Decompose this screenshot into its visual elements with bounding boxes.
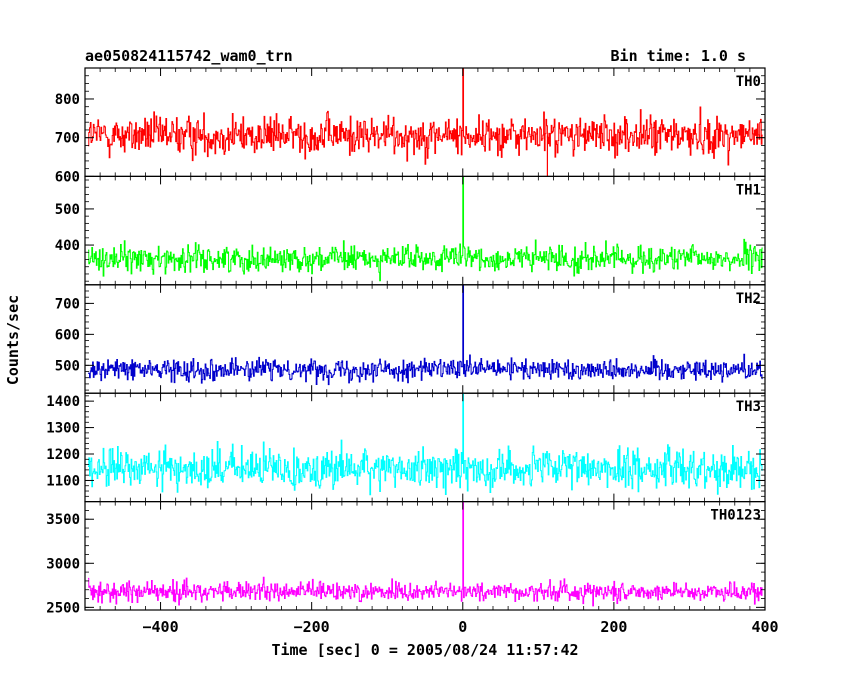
x-tick-label: 200 bbox=[600, 618, 627, 636]
panel-label: TH0 bbox=[736, 74, 761, 90]
x-tick-label: 0 bbox=[458, 618, 467, 636]
panel-label: TH2 bbox=[736, 291, 761, 307]
panel-label: TH1 bbox=[736, 182, 761, 198]
panel-th0123: 2500 3000 3500 TH0123 bbox=[46, 501, 766, 616]
series-th2 bbox=[88, 284, 763, 386]
y-tick-label: 1100 bbox=[46, 473, 80, 489]
y-tick-label: 600 bbox=[55, 169, 80, 185]
x-tick-label: −200 bbox=[294, 618, 330, 636]
series-th0 bbox=[88, 68, 763, 166]
y-tick-label: 1400 bbox=[46, 394, 80, 410]
panel-label: TH3 bbox=[736, 399, 761, 415]
panel-frame bbox=[84, 392, 766, 503]
series-th1 bbox=[88, 176, 763, 282]
panel-th0: 600 700 800 TH0 bbox=[55, 67, 766, 185]
y-axis-label: Counts/sec bbox=[4, 295, 22, 385]
panel-frame bbox=[84, 175, 766, 286]
y-tick-label: 3000 bbox=[46, 556, 80, 572]
x-tick-label: 400 bbox=[751, 618, 778, 636]
bin-time-label: Bin time: 1.0 s bbox=[611, 47, 746, 65]
panel-th1: 400 500 TH1 bbox=[55, 175, 766, 286]
series-th3 bbox=[88, 393, 763, 496]
panel-th2: 500 600 700 TH2 bbox=[55, 284, 766, 394]
y-tick-label: 1300 bbox=[46, 421, 80, 437]
x-tick-label: −400 bbox=[142, 618, 178, 636]
y-tick-label: 2500 bbox=[46, 600, 80, 616]
y-tick-label: 600 bbox=[55, 327, 80, 343]
panel-label: TH0123 bbox=[710, 508, 761, 524]
y-tick-label: 3500 bbox=[46, 512, 80, 528]
panel-frame bbox=[84, 501, 766, 611]
series-th0123 bbox=[88, 501, 763, 607]
x-axis-label: Time [sec] 0 = 2005/08/24 11:57:42 bbox=[271, 641, 578, 659]
y-tick-label: 800 bbox=[55, 92, 80, 108]
y-tick-label: 500 bbox=[55, 202, 80, 218]
y-tick-label: 400 bbox=[55, 238, 80, 254]
y-tick-label: 500 bbox=[55, 358, 80, 374]
panel-th3: 1100 1200 1300 1400 TH3 bbox=[46, 392, 766, 503]
y-tick-label: 700 bbox=[55, 131, 80, 147]
y-tick-label: 1200 bbox=[46, 447, 80, 463]
chart-title: ae050824115742_wam0_trn bbox=[85, 47, 293, 65]
y-tick-label: 700 bbox=[55, 296, 80, 312]
